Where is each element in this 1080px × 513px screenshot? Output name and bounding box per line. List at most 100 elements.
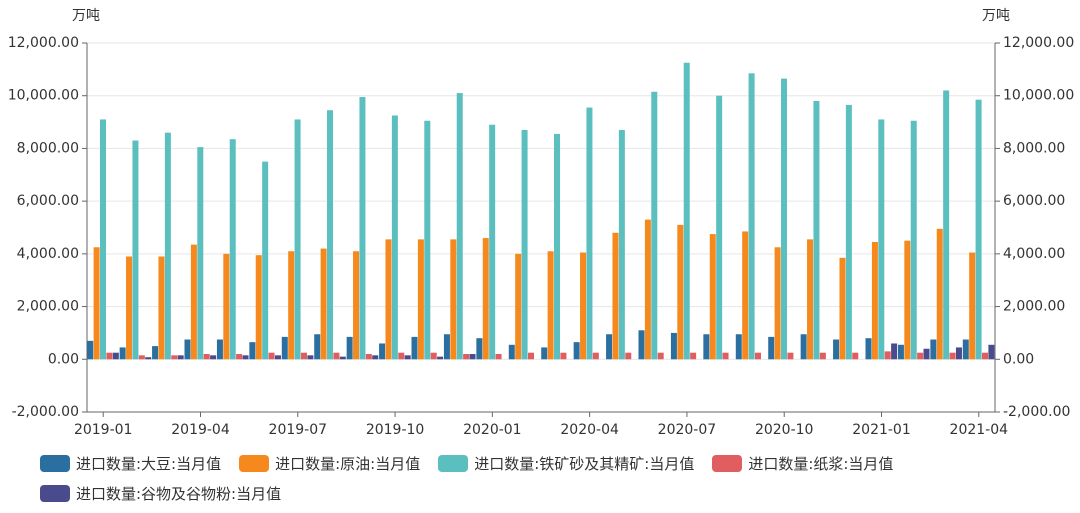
legend-item[interactable]: 进口数量:大豆:当月值: [40, 452, 221, 474]
bar: [949, 352, 956, 360]
bar: [735, 334, 742, 360]
bar: [119, 347, 126, 360]
y-tick-label: -2,000.00: [12, 404, 79, 420]
bar: [100, 119, 107, 360]
bar: [819, 352, 826, 360]
bar: [314, 334, 321, 360]
bar: [943, 90, 950, 360]
bar: [482, 238, 489, 360]
bar: [625, 352, 632, 360]
bar: [884, 351, 891, 360]
bar: [521, 129, 528, 360]
bar: [443, 334, 450, 360]
bar: [333, 352, 340, 360]
bar: [930, 339, 937, 360]
legend-swatch: [712, 454, 743, 472]
bar: [852, 352, 859, 360]
y2-tick-label: 6,000.00: [1003, 193, 1065, 209]
bar: [112, 352, 119, 360]
bar: [327, 110, 334, 360]
legend-label: 进口数量:铁矿砂及其精矿:当月值: [474, 454, 695, 473]
bar: [969, 252, 976, 360]
legend-label: 进口数量:谷物及谷物粉:当月值: [76, 484, 282, 503]
bar: [171, 355, 178, 360]
bar: [391, 115, 398, 360]
bar: [476, 338, 483, 360]
bar: [365, 354, 372, 360]
bar: [353, 251, 360, 360]
x-tick-label: 2020-01: [463, 422, 522, 438]
y2-axis-label: 万吨: [982, 8, 1010, 24]
bar: [145, 357, 152, 360]
bar: [379, 343, 386, 360]
bar: [372, 355, 379, 360]
bar: [612, 232, 619, 360]
bar: [580, 252, 587, 360]
y-axis-label: 万吨: [72, 8, 100, 24]
bar: [586, 107, 593, 360]
bar: [541, 347, 548, 360]
bar: [184, 339, 191, 360]
bar: [300, 352, 307, 360]
bar: [962, 339, 969, 360]
bar: [495, 354, 502, 360]
bar: [430, 352, 437, 360]
bar: [774, 247, 781, 360]
bar: [359, 97, 366, 360]
bar: [936, 228, 943, 360]
legend-item[interactable]: 进口数量:原油:当月值: [239, 452, 420, 474]
bar: [709, 234, 716, 360]
bar: [703, 334, 710, 360]
bar: [339, 356, 346, 360]
bar: [152, 346, 159, 360]
bar: [742, 231, 749, 360]
bar: [670, 332, 677, 360]
bar: [223, 253, 230, 360]
bar: [87, 340, 94, 360]
bar: [404, 355, 411, 360]
legend-item[interactable]: 进口数量:纸浆:当月值: [712, 452, 893, 474]
bar: [975, 99, 982, 360]
bar: [923, 348, 930, 360]
bar: [489, 124, 496, 360]
y2-tick-label: 10,000.00: [1003, 88, 1074, 104]
y2-tick-label: -2,000.00: [1003, 404, 1070, 420]
legend-item[interactable]: 进口数量:铁矿砂及其精矿:当月值: [438, 452, 694, 474]
bar: [294, 119, 301, 360]
x-tick-label: 2019-04: [171, 422, 230, 438]
bar: [320, 248, 327, 360]
bar: [917, 352, 924, 360]
bar: [203, 354, 210, 360]
bar: [164, 132, 171, 360]
legend-label: 进口数量:大豆:当月值: [76, 454, 222, 473]
bar: [255, 255, 262, 360]
bar: [463, 354, 470, 360]
bar: [878, 119, 885, 360]
bar: [560, 352, 567, 360]
bar: [573, 342, 580, 360]
y2-tick-label: 12,000.00: [1003, 35, 1074, 51]
bar: [515, 253, 522, 360]
bar: [398, 352, 405, 360]
x-tick-label: 2020-04: [560, 422, 619, 438]
bar: [722, 352, 729, 360]
bar: [450, 239, 457, 360]
y2-tick-label: 0.00: [1003, 351, 1034, 367]
bar: [897, 344, 904, 360]
legend-swatch: [40, 454, 70, 472]
bar: [242, 355, 249, 360]
y2-tick-label: 8,000.00: [1003, 140, 1065, 156]
bar: [158, 256, 165, 360]
bar: [268, 352, 275, 360]
bar: [210, 355, 217, 360]
bar: [249, 342, 256, 360]
bar: [800, 334, 807, 360]
chart: 万吨 万吨 -2,000.00 0.00 2,000.00 4,000.00 6,000…: [8, 8, 1075, 438]
legend-swatch: [239, 454, 270, 472]
bar: [346, 336, 353, 360]
legend-item[interactable]: 进口数量:谷物及谷物粉:当月值: [40, 482, 281, 504]
bar: [833, 339, 840, 360]
bar: [177, 355, 184, 360]
bar: [469, 354, 476, 360]
